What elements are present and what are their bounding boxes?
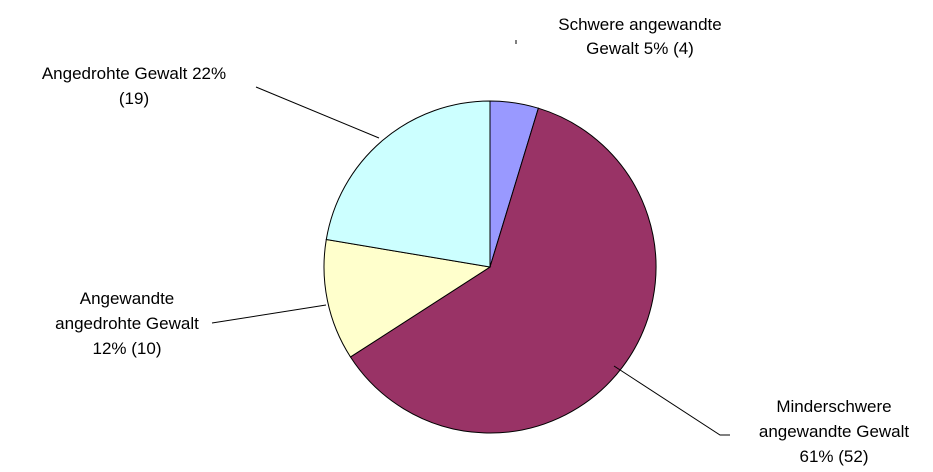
slice-label-angedrohte: Angedrohte Gewalt 22% (19) xyxy=(42,64,226,108)
pie-slice-2 xyxy=(349,107,657,434)
slice-label-line: Schwere angewandte xyxy=(558,15,722,34)
pie-slice-3 xyxy=(323,238,492,358)
slice-label-angewandte-angedrohte: Angewandte angedrohte Gewalt 12% (10) xyxy=(55,289,199,358)
leader-line-3 xyxy=(211,304,327,324)
slice-label-minderschwere: Minderschwere angewandte Gewalt 61% (52) xyxy=(759,397,910,466)
slice-label-line: angedrohte Gewalt xyxy=(55,314,199,333)
slice-label-line: angewandte Gewalt xyxy=(759,422,910,441)
slice-label-line: (19) xyxy=(119,89,149,108)
pie-slice-4 xyxy=(325,100,491,268)
slice-label-schwere: Schwere angewandte Gewalt 5% (4) xyxy=(558,15,722,58)
leader-lines xyxy=(211,40,730,436)
slice-label-line: Angedrohte Gewalt 22% xyxy=(42,64,226,83)
slice-label-line: 12% (10) xyxy=(93,339,162,358)
leader-line-4 xyxy=(255,86,380,139)
pie-slices xyxy=(323,100,657,434)
slice-label-line: Gewalt 5% (4) xyxy=(586,39,694,58)
slice-label-line: Angewandte xyxy=(80,289,175,308)
slice-labels: Schwere angewandte Gewalt 5% (4) Mindersc… xyxy=(42,15,910,466)
leader-line-2 xyxy=(613,365,730,436)
slice-label-line: 61% (52) xyxy=(800,447,869,466)
slice-label-line: Minderschwere xyxy=(776,397,891,416)
